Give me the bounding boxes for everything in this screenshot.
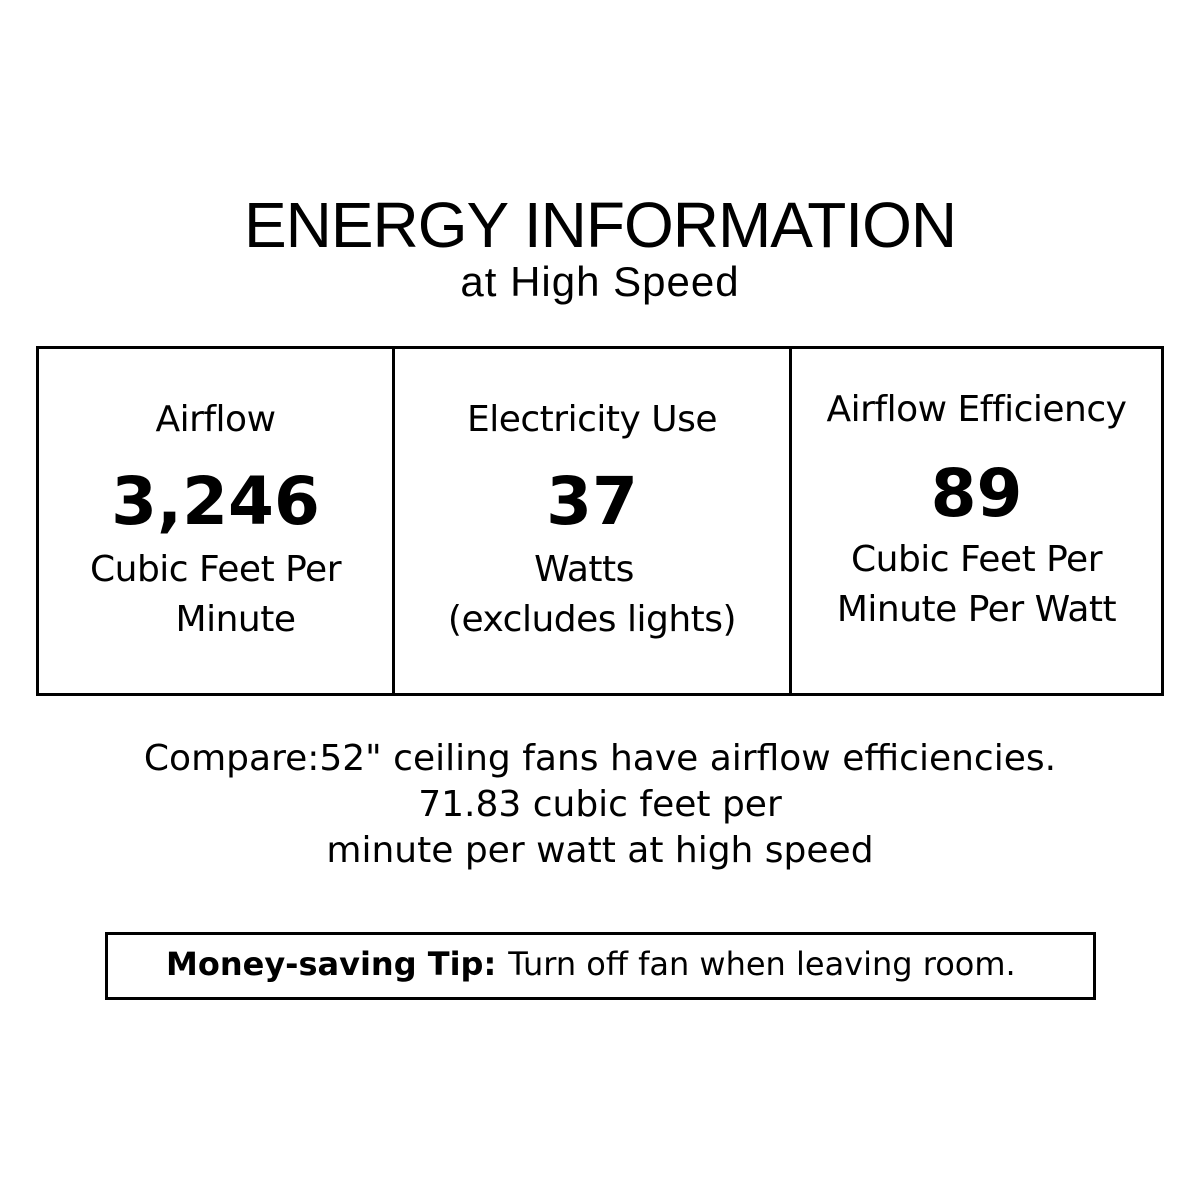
cell-unit: Cubic Feet Per (850, 539, 1103, 580)
compare-text: Compare:52" ceiling fans have airflow ef… (0, 736, 1200, 874)
cell-value: 37 (546, 463, 638, 540)
compare-line: 71.83 cubic feet per (418, 784, 782, 825)
page-title: ENERGY INFORMATION (243, 189, 957, 261)
cell-label: Electricity Use (466, 399, 718, 440)
energy-table: Airflow 3,246 Cubic Feet Per Minute Elec… (36, 346, 1164, 696)
column-divider (392, 349, 395, 693)
cell-label: Airflow (155, 399, 276, 440)
electricity-use-cell: Electricity Use 37 Watts (excludes light… (395, 349, 789, 693)
column-divider (789, 349, 792, 693)
cell-value: 3,246 (111, 463, 320, 540)
cell-label: Airflow Efficiency (826, 389, 1127, 430)
airflow-cell: Airflow 3,246 Cubic Feet Per Minute (39, 349, 392, 693)
cell-unit: Minute (175, 599, 296, 640)
cell-unit: Cubic Feet Per (89, 549, 342, 590)
tip-text: Turn off fan when leaving room. (508, 945, 1016, 983)
cell-unit: Minute Per Watt (836, 589, 1117, 630)
cell-unit: (excludes lights) (447, 599, 737, 640)
page-subtitle: at High Speed (460, 258, 740, 305)
airflow-efficiency-cell: Airflow Efficiency 89 Cubic Feet Per Min… (792, 349, 1161, 693)
tip-label: Money-saving Tip: (166, 945, 497, 983)
cell-value: 89 (930, 455, 1023, 532)
compare-line: minute per watt at high speed (326, 830, 874, 871)
money-saving-tip-box: Money-saving Tip: Turn off fan when leavi… (105, 932, 1096, 1000)
compare-line: Compare:52" ceiling fans have airflow ef… (143, 738, 1057, 779)
cell-unit: Watts (534, 549, 634, 590)
